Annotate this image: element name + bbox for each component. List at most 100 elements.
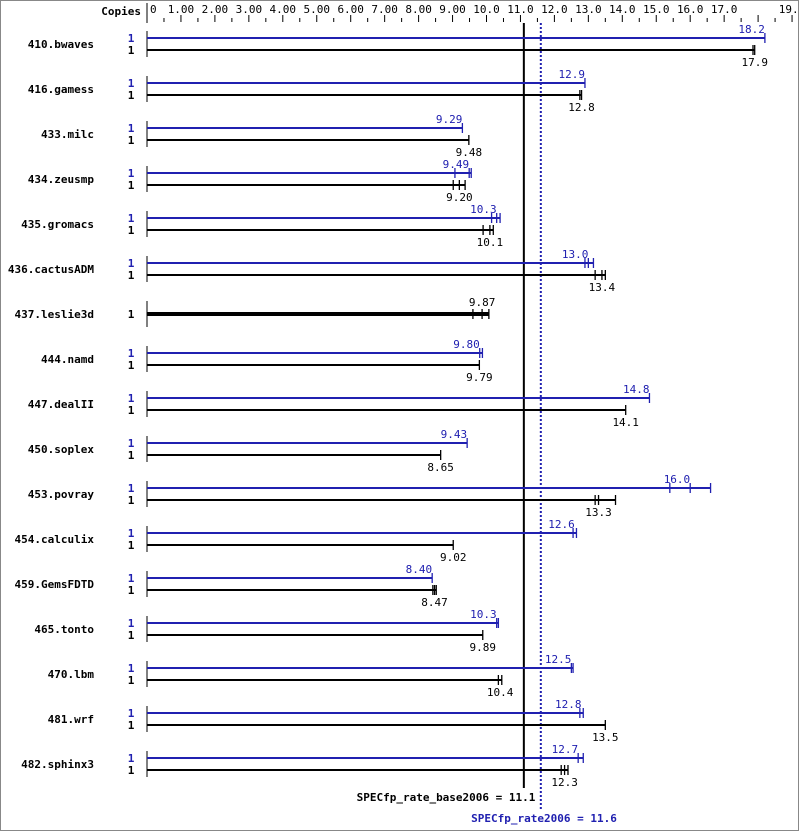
peak-copies: 1 xyxy=(128,77,135,90)
base-value-label: 9.48 xyxy=(456,146,483,159)
tick-label: 12.0 xyxy=(541,3,568,16)
benchmark-label: 454.calculix xyxy=(15,533,95,546)
base-score-label: SPECfp_rate_base2006 = 11.1 xyxy=(357,791,536,804)
base-copies: 1 xyxy=(128,449,135,462)
peak-value-label: 18.2 xyxy=(738,23,765,36)
peak-value-label: 13.0 xyxy=(562,248,589,261)
tick-label: 6.00 xyxy=(337,3,364,16)
base-value-label: 9.87 xyxy=(469,296,496,309)
benchmark-label: 459.GemsFDTD xyxy=(15,578,95,591)
peak-score-label: SPECfp_rate2006 = 11.6 xyxy=(471,812,617,825)
peak-value-label: 9.80 xyxy=(453,338,480,351)
base-copies: 1 xyxy=(128,134,135,147)
tick-label: 14.0 xyxy=(609,3,636,16)
peak-copies: 1 xyxy=(128,707,135,720)
tick-label: 4.00 xyxy=(270,3,297,16)
base-copies: 1 xyxy=(128,764,135,777)
tick-label: 5.00 xyxy=(304,3,331,16)
peak-value-label: 10.3 xyxy=(470,608,497,621)
base-value-label: 9.20 xyxy=(446,191,473,204)
benchmark-label: 434.zeusmp xyxy=(28,173,95,186)
base-value-label: 9.02 xyxy=(440,551,467,564)
peak-copies: 1 xyxy=(128,527,135,540)
benchmark-label: 436.cactusADM xyxy=(8,263,94,276)
tick-label: 15.0 xyxy=(643,3,670,16)
base-copies: 1 xyxy=(128,179,135,192)
peak-value-label: 9.29 xyxy=(436,113,463,126)
benchmark-label: 437.leslie3d xyxy=(15,308,94,321)
benchmark-label: 447.dealII xyxy=(28,398,94,411)
peak-copies: 1 xyxy=(128,257,135,270)
base-value-label: 12.3 xyxy=(551,776,578,789)
base-copies: 1 xyxy=(128,308,135,321)
benchmark-label: 435.gromacs xyxy=(21,218,94,231)
benchmark-label: 482.sphinx3 xyxy=(21,758,94,771)
tick-label: 13.0 xyxy=(575,3,602,16)
base-value-label: 13.4 xyxy=(589,281,616,294)
peak-copies: 1 xyxy=(128,437,135,450)
base-copies: 1 xyxy=(128,494,135,507)
benchmark-label: 416.gamess xyxy=(28,83,94,96)
base-value-label: 9.89 xyxy=(470,641,497,654)
peak-copies: 1 xyxy=(128,617,135,630)
benchmark-label: 453.povray xyxy=(28,488,95,501)
peak-value-label: 14.8 xyxy=(623,383,650,396)
tick-label: 10.0 xyxy=(473,3,500,16)
base-value-label: 17.9 xyxy=(741,56,768,69)
peak-value-label: 12.8 xyxy=(555,698,582,711)
base-copies: 1 xyxy=(128,269,135,282)
peak-copies: 1 xyxy=(128,662,135,675)
base-copies: 1 xyxy=(128,404,135,417)
base-copies: 1 xyxy=(128,584,135,597)
peak-value-label: 9.43 xyxy=(441,428,468,441)
benchmark-label: 465.tonto xyxy=(34,623,94,636)
base-value-label: 10.1 xyxy=(477,236,504,249)
base-value-label: 13.5 xyxy=(592,731,619,744)
benchmark-label: 433.milc xyxy=(41,128,94,141)
base-value-label: 8.47 xyxy=(421,596,448,609)
base-copies: 1 xyxy=(128,629,135,642)
tick-label: 19.0 xyxy=(779,3,798,16)
tick-label: 16.0 xyxy=(677,3,704,16)
benchmark-label: 410.bwaves xyxy=(28,38,94,51)
base-copies: 1 xyxy=(128,224,135,237)
peak-copies: 1 xyxy=(128,32,135,45)
peak-value-label: 12.6 xyxy=(548,518,575,531)
peak-value-label: 10.3 xyxy=(470,203,497,216)
tick-label: 1.00 xyxy=(168,3,195,16)
peak-value-label: 8.40 xyxy=(406,563,433,576)
peak-value-label: 12.5 xyxy=(545,653,572,666)
base-value-label: 14.1 xyxy=(612,416,639,429)
tick-label: 2.00 xyxy=(202,3,229,16)
base-value-label: 9.79 xyxy=(466,371,493,384)
base-copies: 1 xyxy=(128,359,135,372)
base-copies: 1 xyxy=(128,44,135,57)
peak-copies: 1 xyxy=(128,752,135,765)
benchmark-label: 444.namd xyxy=(41,353,94,366)
base-copies: 1 xyxy=(128,539,135,552)
tick-label: 8.00 xyxy=(405,3,432,16)
peak-value-label: 12.7 xyxy=(552,743,579,756)
tick-label: 3.00 xyxy=(236,3,263,16)
tick-label: 17.0 xyxy=(711,3,738,16)
peak-copies: 1 xyxy=(128,122,135,135)
peak-copies: 1 xyxy=(128,392,135,405)
peak-value-label: 9.49 xyxy=(443,158,470,171)
base-copies: 1 xyxy=(128,89,135,102)
benchmark-label: 450.soplex xyxy=(28,443,95,456)
base-value-label: 13.3 xyxy=(585,506,612,519)
copies-header: Copies xyxy=(101,5,141,18)
base-copies: 1 xyxy=(128,674,135,687)
peak-copies: 1 xyxy=(128,212,135,225)
benchmark-label: 481.wrf xyxy=(48,713,94,726)
tick-label: 7.00 xyxy=(371,3,398,16)
base-value-label: 12.8 xyxy=(568,101,595,114)
peak-copies: 1 xyxy=(128,347,135,360)
peak-value-label: 16.0 xyxy=(664,473,691,486)
peak-copies: 1 xyxy=(128,482,135,495)
base-copies: 1 xyxy=(128,719,135,732)
tick-label: 9.00 xyxy=(439,3,466,16)
base-value-label: 8.65 xyxy=(427,461,454,474)
